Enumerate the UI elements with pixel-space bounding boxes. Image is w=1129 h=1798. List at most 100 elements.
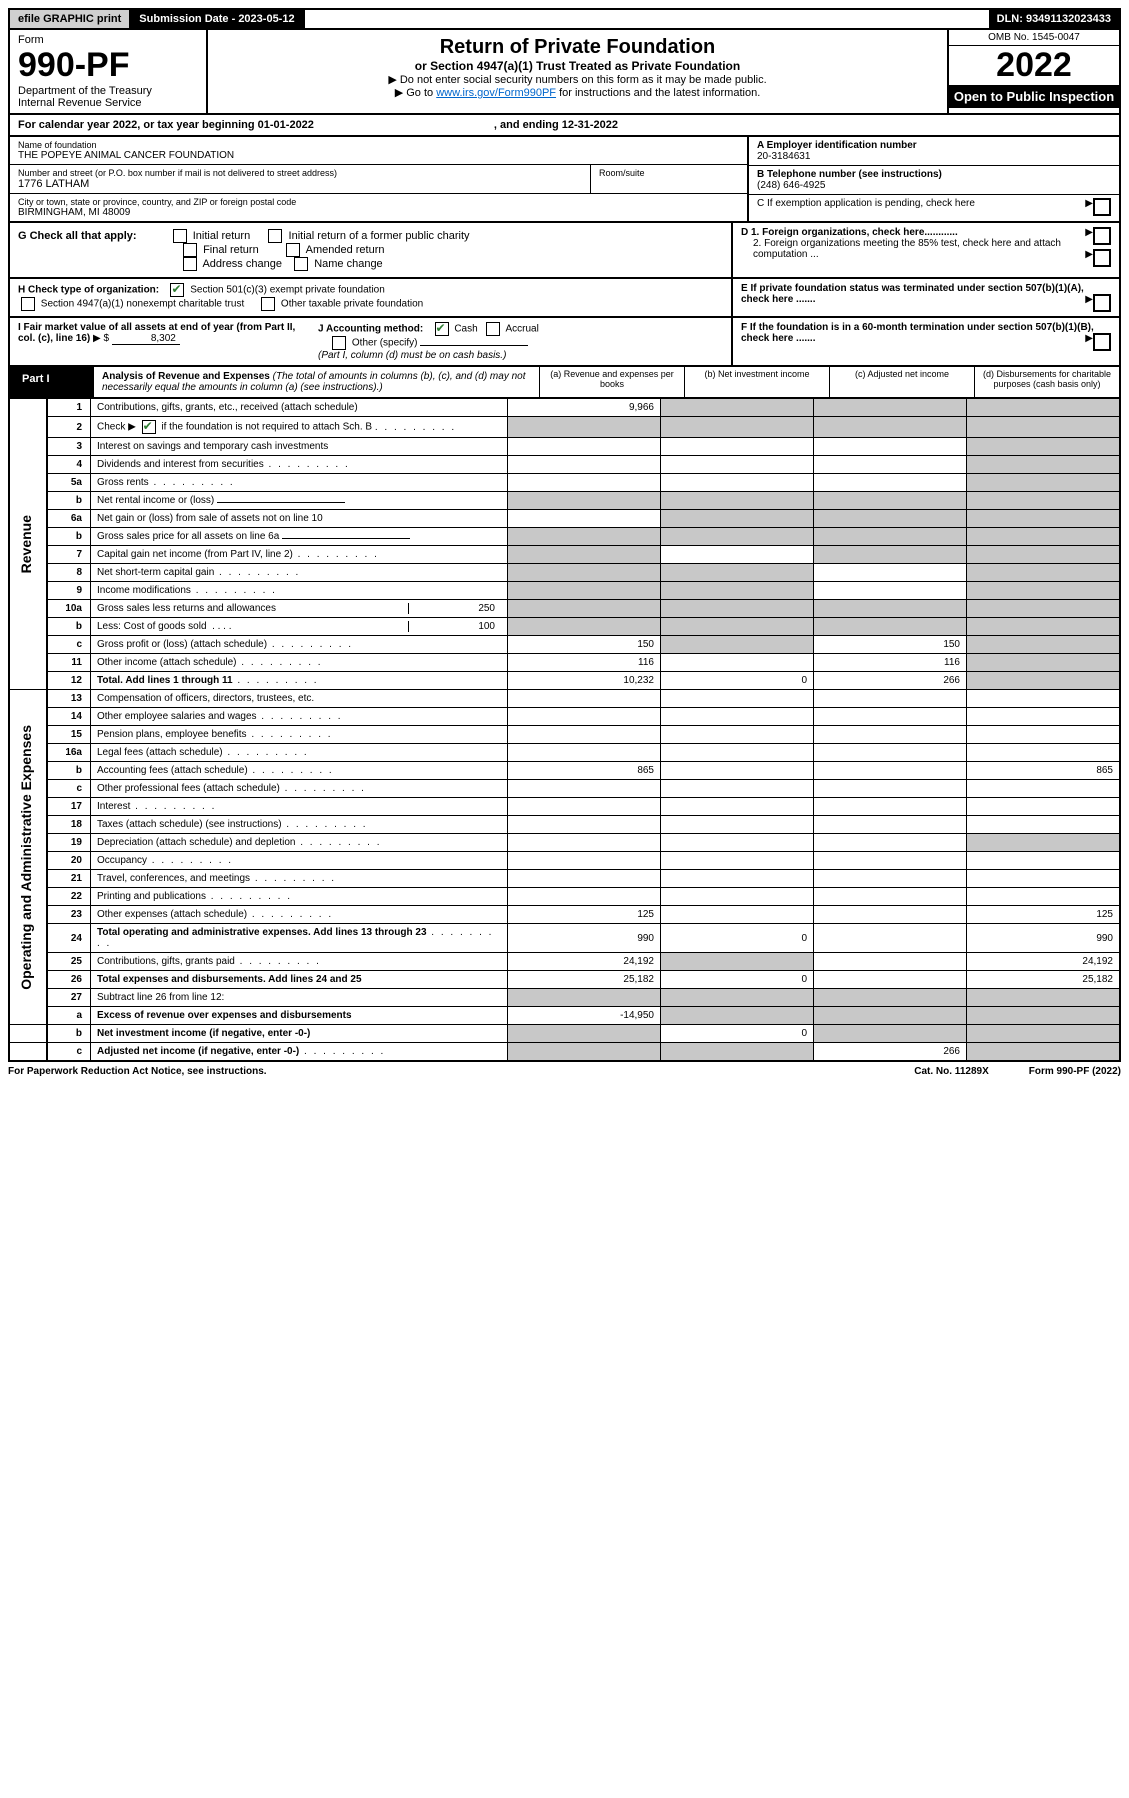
line-desc: Taxes (attach schedule) (see instruction… — [91, 816, 508, 834]
table-row: bGross sales price for all assets on lin… — [9, 528, 1120, 546]
e-checkbox[interactable] — [1093, 294, 1111, 312]
form-footer: Form 990-PF (2022) — [1029, 1066, 1121, 1077]
table-row: bAccounting fees (attach schedule)865865 — [9, 762, 1120, 780]
cash-checkbox[interactable] — [435, 322, 449, 336]
other-method-checkbox[interactable] — [332, 336, 346, 350]
d1-checkbox[interactable] — [1093, 227, 1111, 245]
table-row: bNet investment income (if negative, ent… — [9, 1025, 1120, 1043]
city-label: City or town, state or province, country… — [18, 197, 739, 207]
col-b-header: (b) Net investment income — [684, 367, 829, 397]
line-num: 17 — [47, 798, 91, 816]
name-change-checkbox[interactable] — [294, 257, 308, 271]
form990pf-link[interactable]: www.irs.gov/Form990PF — [436, 87, 556, 99]
line-desc: Other professional fees (attach schedule… — [91, 780, 508, 798]
table-row: bLess: Cost of goods sold . . . . 100 — [9, 618, 1120, 636]
instr-goto: ▶ Go to www.irs.gov/Form990PF for instru… — [214, 86, 941, 99]
final-return-checkbox[interactable] — [183, 243, 197, 257]
line-desc: Compensation of officers, directors, tru… — [91, 690, 508, 708]
line-desc: Subtract line 26 from line 12: — [91, 989, 508, 1007]
d1-label: D 1. Foreign organizations, check here..… — [741, 227, 958, 238]
exemption-checkbox[interactable] — [1093, 198, 1111, 216]
val-a: 865 — [508, 762, 661, 780]
line-num: 20 — [47, 852, 91, 870]
line-num: 15 — [47, 726, 91, 744]
line-num: 13 — [47, 690, 91, 708]
line-desc: Legal fees (attach schedule) — [91, 744, 508, 762]
telephone-label: B Telephone number (see instructions) — [757, 169, 942, 180]
501c3-checkbox[interactable] — [170, 283, 184, 297]
table-row: 27Subtract line 26 from line 12: — [9, 989, 1120, 1007]
line-num: 11 — [47, 654, 91, 672]
table-row: 14Other employee salaries and wages — [9, 708, 1120, 726]
line-desc: Other employee salaries and wages — [91, 708, 508, 726]
room-suite-label: Room/suite — [590, 165, 747, 193]
f-checkbox[interactable] — [1093, 333, 1111, 351]
d2-checkbox[interactable] — [1093, 249, 1111, 267]
table-row: 6aNet gain or (loss) from sale of assets… — [9, 510, 1120, 528]
dept-treasury: Department of the Treasury — [18, 85, 198, 97]
ein-label: A Employer identification number — [757, 140, 917, 151]
line-num: b — [47, 492, 91, 510]
4947a1-label: Section 4947(a)(1) nonexempt charitable … — [41, 299, 244, 310]
line-desc: Accounting fees (attach schedule) — [91, 762, 508, 780]
initial-former-checkbox[interactable] — [268, 229, 282, 243]
table-row: 10aGross sales less returns and allowanc… — [9, 600, 1120, 618]
inline-field[interactable] — [217, 502, 345, 503]
val-a: 24,192 — [508, 953, 661, 971]
form-label: Form — [18, 34, 198, 46]
accrual-label: Accrual — [505, 324, 538, 335]
table-row: 25Contributions, gifts, grants paid24,19… — [9, 953, 1120, 971]
foundation-info: Name of foundation THE POPEYE ANIMAL CAN… — [8, 137, 1121, 223]
foundation-name: THE POPEYE ANIMAL CANCER FOUNDATION — [18, 150, 739, 161]
cash-label: Cash — [454, 324, 477, 335]
sch-b-checkbox[interactable] — [142, 420, 156, 434]
omb-number: OMB No. 1545-0047 — [949, 30, 1119, 46]
inline-value: 250 — [408, 603, 501, 614]
amended-return-checkbox[interactable] — [286, 243, 300, 257]
form-subtitle: or Section 4947(a)(1) Trust Treated as P… — [214, 59, 941, 73]
line-num: 23 — [47, 906, 91, 924]
val-a: -14,950 — [508, 1007, 661, 1025]
line-desc: Contributions, gifts, grants paid — [91, 953, 508, 971]
table-row: 3Interest on savings and temporary cash … — [9, 438, 1120, 456]
form-header: Form 990-PF Department of the Treasury I… — [8, 30, 1121, 115]
table-row: 21Travel, conferences, and meetings — [9, 870, 1120, 888]
line-num: 24 — [47, 924, 91, 953]
address-change-label: Address change — [202, 258, 282, 270]
initial-return-label: Initial return — [193, 230, 250, 242]
line-desc: Interest — [91, 798, 508, 816]
accrual-checkbox[interactable] — [486, 322, 500, 336]
initial-return-checkbox[interactable] — [173, 229, 187, 243]
val-a: 125 — [508, 906, 661, 924]
other-taxable-checkbox[interactable] — [261, 297, 275, 311]
expenses-side-label: Operating and Administrative Expenses — [16, 715, 36, 1000]
efile-print[interactable]: efile GRAPHIC print — [10, 10, 131, 28]
line-num: 19 — [47, 834, 91, 852]
col-c-header: (c) Adjusted net income — [829, 367, 974, 397]
table-row: 12Total. Add lines 1 through 1110,232026… — [9, 672, 1120, 690]
table-row: 18Taxes (attach schedule) (see instructi… — [9, 816, 1120, 834]
name-change-label: Name change — [314, 258, 383, 270]
val-d: 25,182 — [967, 971, 1121, 989]
line-desc: Gross profit or (loss) (attach schedule) — [91, 636, 508, 654]
other-specify-field[interactable] — [420, 345, 528, 346]
line-num: b — [47, 762, 91, 780]
val-a: 25,182 — [508, 971, 661, 989]
table-row: 26Total expenses and disbursements. Add … — [9, 971, 1120, 989]
ijf-row: I Fair market value of all assets at end… — [8, 318, 1121, 367]
4947a1-checkbox[interactable] — [21, 297, 35, 311]
other-method-label: Other (specify) — [352, 338, 418, 349]
address-label: Number and street (or P.O. box number if… — [18, 168, 582, 178]
inline-field[interactable] — [282, 538, 410, 539]
val-b: 0 — [661, 971, 814, 989]
line-num: 16a — [47, 744, 91, 762]
line-num: 2 — [47, 417, 91, 438]
col-d-header: (d) Disbursements for charitable purpose… — [974, 367, 1119, 397]
d2-label: 2. Foreign organizations meeting the 85%… — [753, 238, 1061, 260]
address-change-checkbox[interactable] — [183, 257, 197, 271]
open-to-public: Open to Public Inspection — [949, 85, 1119, 108]
line-desc: Total expenses and disbursements. Add li… — [91, 971, 508, 989]
line-desc: Contributions, gifts, grants, etc., rece… — [91, 399, 508, 417]
table-row: 24Total operating and administrative exp… — [9, 924, 1120, 953]
part1-table: Revenue 1Contributions, gifts, grants, e… — [8, 399, 1121, 1062]
